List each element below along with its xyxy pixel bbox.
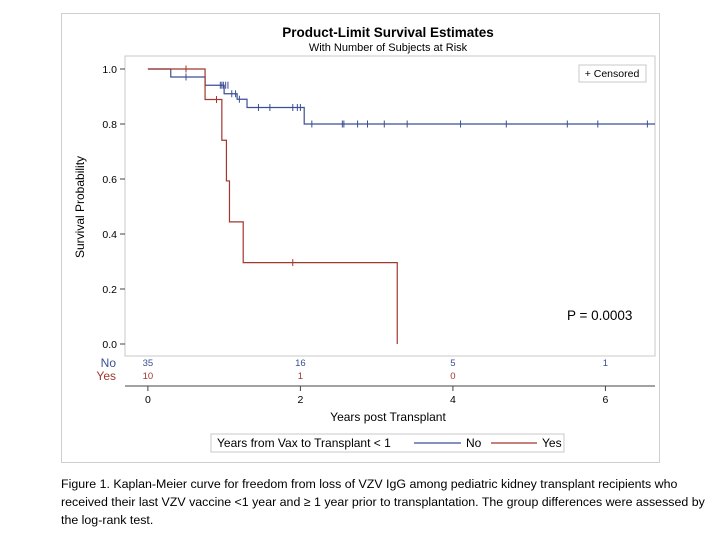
censored-legend-label: + Censored: [585, 68, 640, 80]
figure-frame: [61, 13, 660, 463]
at-risk-label-yes: Yes: [96, 369, 116, 383]
y-axis-label: Survival Probability: [73, 156, 87, 258]
at-risk-count: 5: [450, 358, 455, 369]
x-axis-label: Years post Transplant: [330, 410, 446, 424]
legend-title: Years from Vax to Transplant < 1: [217, 436, 391, 450]
y-tick-label: 0.0: [102, 339, 117, 351]
y-tick-label: 0.6: [102, 174, 117, 186]
x-tick-label: 2: [297, 394, 303, 406]
y-tick-label: 0.4: [102, 229, 117, 241]
at-risk-count: 16: [295, 358, 306, 369]
legend-label-yes: Yes: [542, 436, 562, 450]
survival-line-yes: [147, 68, 398, 344]
survival-curves: [147, 65, 655, 344]
x-axis: 0 2 4 6: [125, 385, 655, 406]
at-risk-count: 35: [143, 358, 154, 369]
x-tick-label: 0: [145, 394, 151, 406]
at-risk-count: 0: [450, 371, 455, 382]
x-tick-label: 4: [450, 394, 456, 406]
figure-caption: Figure 1. Kaplan-Meier curve for freedom…: [61, 477, 705, 527]
y-tick-label: 0.8: [102, 119, 117, 131]
legend-box: [210, 433, 565, 453]
x-tick-label: 6: [603, 394, 609, 406]
censored-legend-box: [578, 64, 647, 83]
survival-line-no: [147, 68, 655, 125]
y-tick-label: 1.0: [102, 64, 117, 76]
plot-area: [124, 55, 656, 357]
y-axis: 0.0 0.2 0.4 0.6 0.8 1.0: [102, 64, 125, 351]
legend: Years from Vax to Transplant < 1 No Yes: [210, 433, 565, 453]
y-tick-label: 0.2: [102, 284, 117, 296]
p-value-annotation: P = 0.0003: [567, 308, 632, 323]
chart-subtitle: With Number of Subjects at Risk: [309, 42, 468, 54]
at-risk-count: 10: [143, 371, 154, 382]
at-risk-count: 1: [298, 371, 303, 382]
at-risk-count: 1: [603, 358, 608, 369]
legend-label-no: No: [466, 436, 482, 450]
chart-title: Product-Limit Survival Estimates: [282, 25, 494, 40]
at-risk-label-no: No: [101, 356, 117, 370]
